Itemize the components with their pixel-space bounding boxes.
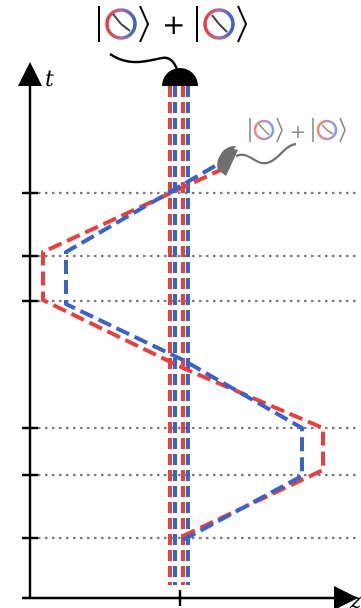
top-ket-2: [196, 5, 248, 43]
space-axis-label: z: [349, 589, 361, 608]
stationary-worldlines: [168, 86, 190, 585]
side-ket-2: [312, 117, 346, 143]
time-axis-label: t: [45, 67, 54, 92]
top-state-label: +: [98, 5, 248, 43]
top-detector: [109, 52, 198, 86]
moving-worldline-blue: [64, 164, 304, 542]
moving-worldlines: [41, 164, 325, 542]
side-detector-dome: [217, 149, 238, 176]
side-detector-cable: [235, 142, 297, 165]
side-ket-1: [249, 117, 283, 143]
side-detector: [217, 142, 297, 176]
dome-detector-icon: [162, 68, 198, 86]
top-detector-cable: [109, 52, 180, 73]
top-ket-1: [98, 5, 150, 43]
moving-worldline-red: [41, 166, 325, 538]
side-state-plus: +: [290, 121, 306, 143]
top-state-plus: +: [162, 8, 185, 41]
side-state-label: +: [249, 117, 346, 143]
axes: [18, 62, 358, 608]
